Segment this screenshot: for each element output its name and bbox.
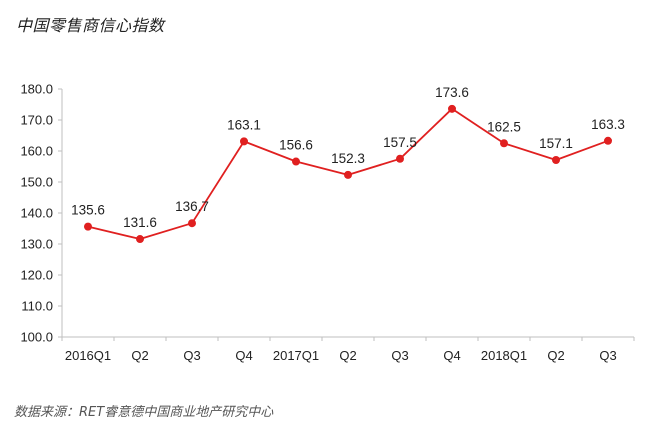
data-label: 157.5 [383,135,417,150]
x-tick-label: 2016Q1 [65,348,111,363]
data-point [292,157,300,166]
data-point [552,155,560,164]
data-label: 162.5 [487,119,521,134]
x-tick-label: Q2 [547,348,564,363]
data-label: 163.3 [591,117,625,132]
x-tick-label: Q3 [599,348,616,363]
y-tick-label: 150.0 [20,175,53,190]
data-label: 135.6 [71,203,105,218]
x-tick-label: Q2 [131,348,148,363]
data-label: 163.1 [227,117,261,132]
data-point [500,139,508,148]
data-point [396,154,404,163]
data-source-note: 数据来源：RET睿意德中国商业地产研究中心 [14,405,274,420]
data-label: 136.7 [175,199,209,214]
data-point [136,235,144,244]
y-tick-label: 160.0 [20,144,53,159]
chart-title: 中国零售商信心指数 [16,16,165,35]
data-label: 131.6 [123,215,157,230]
x-tick-label: 2017Q1 [273,348,319,363]
y-tick-label: 180.0 [20,82,53,97]
x-tick-label: Q3 [391,348,408,363]
x-tick-label: 2018Q1 [481,348,527,363]
y-tick-label: 140.0 [20,206,53,221]
y-tick-label: 170.0 [20,113,53,128]
data-label: 152.3 [331,151,365,166]
x-tick-label: Q4 [443,348,460,363]
data-label: 157.1 [539,136,573,151]
data-label: 156.6 [279,138,313,153]
data-point [84,222,92,231]
y-tick-label: 110.0 [21,299,53,314]
x-tick-label: Q3 [183,348,200,363]
data-point [240,137,248,146]
data-point [448,104,456,113]
data-label: 173.6 [435,85,469,100]
y-tick-label: 100.0 [20,330,53,345]
x-tick-label: Q4 [235,348,252,363]
y-tick-label: 130.0 [20,237,53,252]
x-tick-label: Q2 [339,348,356,363]
data-point [344,170,352,179]
y-tick-label: 120.0 [20,268,53,283]
data-point [604,136,612,145]
data-point [188,219,196,228]
